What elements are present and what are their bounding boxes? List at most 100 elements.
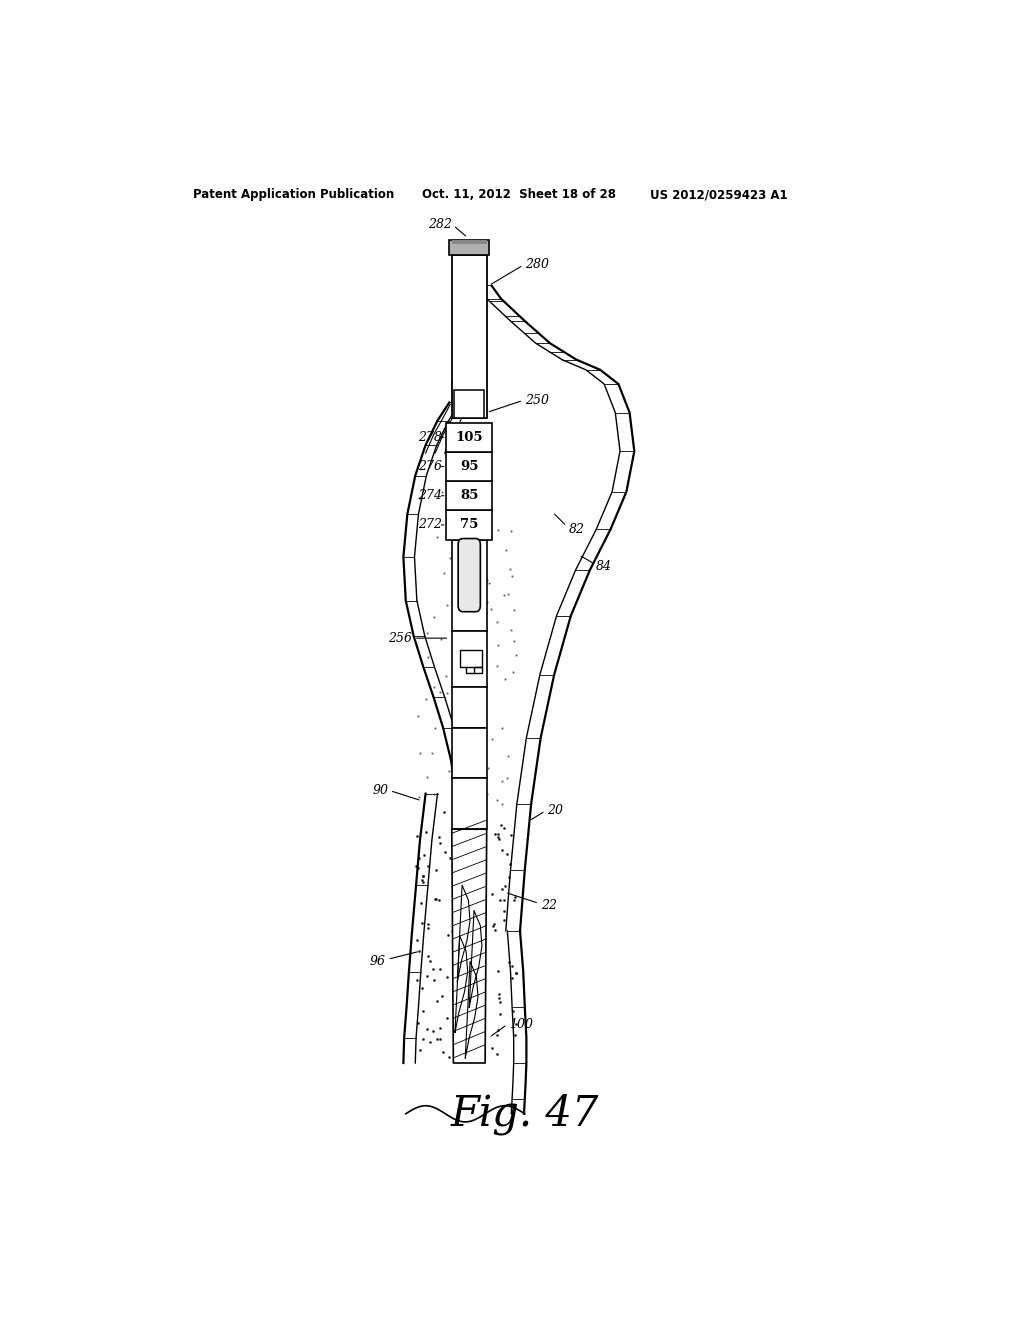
Point [475,781,492,803]
Point [446,855,463,876]
Point [501,866,517,887]
Point [419,767,435,788]
Bar [452,255,486,417]
Point [492,890,508,911]
Point [443,921,460,942]
Point [428,888,444,909]
Point [431,958,447,979]
Bar [455,391,484,417]
Text: Oct. 11, 2012  Sheet 18 of 28: Oct. 11, 2012 Sheet 18 of 28 [422,189,615,202]
Bar [446,480,493,511]
Point [441,548,458,569]
Point [414,977,430,998]
Point [459,486,475,507]
Point [445,908,462,929]
Point [441,760,458,781]
Bar [452,779,486,829]
Point [500,746,516,767]
Point [478,787,495,808]
Point [473,747,489,768]
Point [506,599,522,620]
Point [414,912,430,933]
Point [434,480,451,502]
Point [439,966,456,987]
Point [437,665,454,686]
Point [446,975,463,997]
Point [489,520,506,541]
Point [508,1014,524,1035]
Point [460,775,476,796]
Point [464,788,480,809]
Point [409,825,425,846]
Point [425,958,441,979]
Point [494,793,510,814]
Point [496,909,512,931]
Point [484,883,501,904]
Point [474,607,490,628]
Point [487,824,504,845]
Text: 250: 250 [524,393,549,407]
Point [481,572,498,593]
Text: 274: 274 [418,490,442,502]
Point [497,875,513,896]
Point [429,527,445,548]
Point [486,913,503,935]
Point [499,768,515,789]
Point [496,890,512,911]
Point [499,843,515,865]
Point [409,969,425,990]
Point [488,789,505,810]
Point [489,826,506,847]
Text: 96: 96 [370,954,386,968]
Point [489,635,506,656]
Point [415,871,431,892]
Point [432,1018,449,1039]
Point [410,1012,426,1034]
Point [503,619,519,640]
Point [414,870,430,891]
Point [494,879,510,900]
Point [508,644,524,665]
Bar [452,686,486,727]
Point [426,970,442,991]
Point [488,1043,505,1064]
Text: US 2012/0259423 A1: US 2012/0259423 A1 [650,189,787,202]
Point [489,1024,506,1045]
Point [474,531,490,552]
FancyBboxPatch shape [458,539,480,611]
Point [483,729,500,750]
Point [478,591,495,612]
Point [508,962,524,983]
Point [412,1040,428,1061]
Point [503,520,519,541]
Point [419,1019,435,1040]
Point [461,657,477,678]
Point [506,890,522,911]
Point [501,583,517,605]
Point [411,941,427,962]
Point [412,742,428,763]
Point [466,644,482,665]
Point [408,855,424,876]
Point [420,945,436,966]
Point [467,791,483,812]
Point [434,985,451,1006]
Point [494,771,510,792]
Point [504,566,520,587]
Polygon shape [452,829,486,1063]
Point [438,682,455,704]
Point [438,595,455,616]
Point [432,833,449,854]
Point [445,591,462,612]
Point [416,845,432,866]
Point [419,965,435,986]
Point [502,558,518,579]
Text: Fig. 47: Fig. 47 [451,1093,599,1135]
Point [475,622,492,643]
Point [488,656,505,677]
Point [492,1005,508,1026]
Point [501,950,517,972]
Point [490,829,507,850]
Text: 22: 22 [541,899,557,912]
Point [427,717,443,738]
